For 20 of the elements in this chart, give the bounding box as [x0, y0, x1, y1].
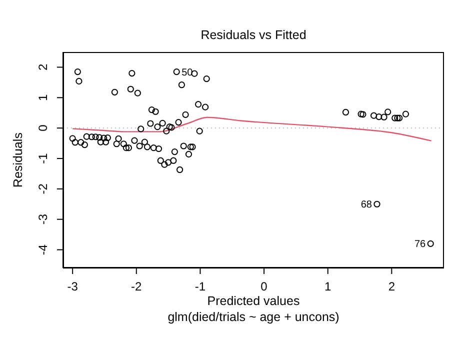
x-axis-title: Predicted values	[206, 294, 301, 308]
annotation: 68	[360, 200, 372, 211]
text: glm(died/trials ~ age + uncons)	[166, 310, 340, 324]
chart-title: Residuals vs Fitted	[200, 28, 308, 42]
y-tick-label: 0	[36, 124, 50, 132]
x-tick-label: -3	[67, 280, 78, 294]
x-tick-label: 0	[260, 280, 268, 294]
y-tick-label: -4	[36, 244, 50, 256]
y-tick-label: 2	[36, 64, 50, 71]
y-tick-label: -2	[36, 183, 50, 194]
x-tick-label: 1	[324, 280, 332, 294]
x-tick-label: 2	[388, 280, 396, 294]
y-tick-label: -3	[36, 214, 50, 225]
y-tick-label: 1	[36, 94, 50, 101]
line-series	[72, 116, 432, 142]
x-tick-label: -2	[131, 280, 142, 294]
y-axis-title: Residuals	[11, 132, 25, 188]
x-tick-label: -1	[194, 280, 206, 294]
y-tick-label: -1	[36, 152, 50, 164]
annotation: 76	[414, 239, 426, 250]
